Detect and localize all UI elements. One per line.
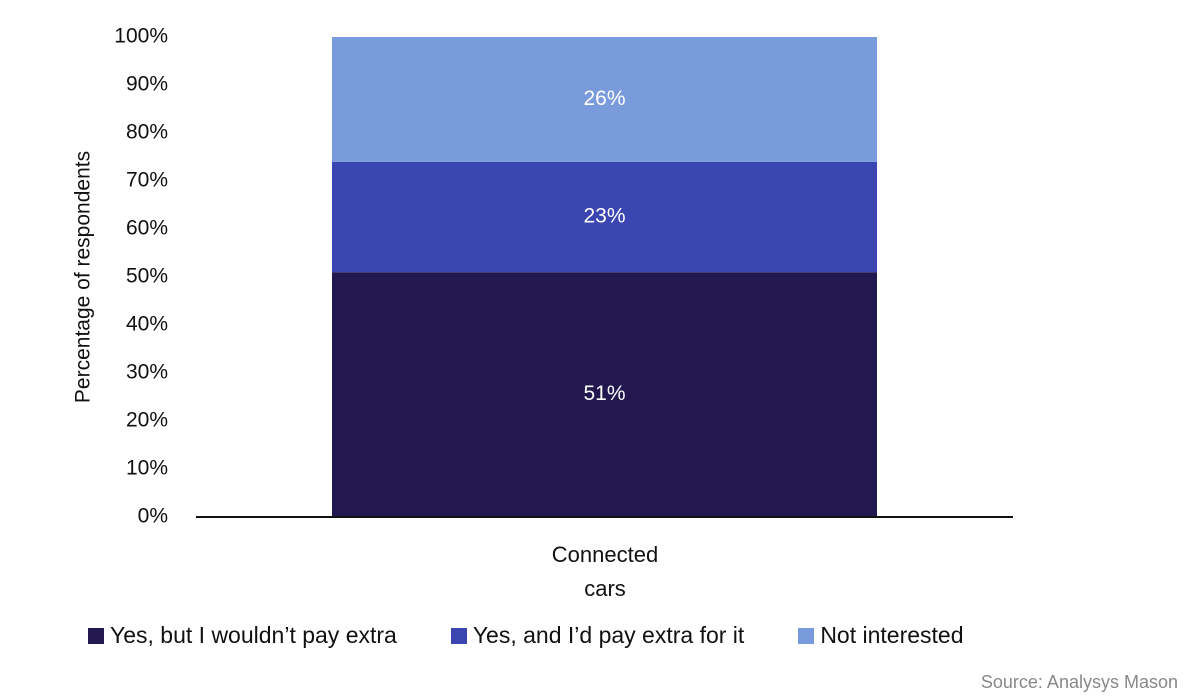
legend-swatch: [798, 627, 815, 644]
source: Source: Analysys Mason: [980, 672, 1178, 692]
data-label: 26%: [583, 87, 625, 110]
legend-label: Yes, but I wouldn’t pay extra: [110, 622, 397, 648]
legend-item: Yes, and I’d pay extra for it: [450, 622, 745, 649]
legend-swatch: [88, 627, 104, 644]
y-tick-label: 100%: [114, 25, 168, 48]
legend: Yes, but I wouldn’t pay extra Yes, and I’…: [88, 622, 1018, 649]
bar-segment: [332, 161, 877, 273]
legend-label: Not interested: [820, 622, 964, 648]
x-tick-label: Connected cars: [551, 542, 659, 601]
y-tick-label: 10%: [126, 457, 168, 480]
bar-segment: [332, 37, 877, 162]
legend-item: Not interested: [798, 622, 964, 649]
data-label: 23%: [583, 205, 625, 228]
y-tick-label: 70%: [126, 169, 168, 192]
legend-label: Yes, and I’d pay extra for it: [472, 622, 745, 648]
data-label: 51%: [583, 382, 625, 405]
y-tick-label: 80%: [126, 121, 168, 144]
y-tick-label: 20%: [126, 409, 168, 432]
y-tick-label: 40%: [126, 313, 168, 336]
legend-item: Yes, but I wouldn’t pay extra: [88, 622, 397, 649]
y-tick-label: 60%: [126, 217, 168, 240]
y-tick-label: 90%: [126, 73, 168, 96]
y-tick-label: 50%: [126, 265, 168, 288]
bar-segment: [332, 272, 877, 517]
y-axis-label: Percentage of respondents: [72, 151, 95, 403]
y-tick-label: 0%: [138, 505, 168, 528]
y-tick-label: 30%: [126, 361, 168, 384]
legend-swatch: [450, 627, 467, 644]
